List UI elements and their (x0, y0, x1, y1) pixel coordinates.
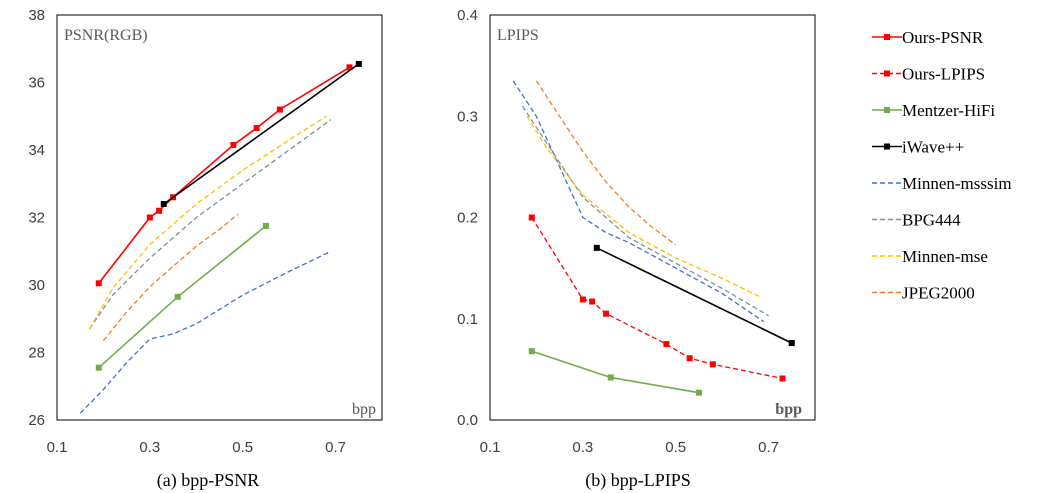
legend-swatch-marker (884, 34, 890, 40)
psnr-x-tick-label: 0.7 (325, 439, 346, 456)
legend-item-minnen-msssim: Minnen-msssim (872, 174, 1012, 193)
legend-swatch-marker (884, 70, 890, 77)
psnr-series-ours-psnr-point (146, 214, 153, 221)
psnr-x-tick-label: 0.5 (232, 439, 253, 456)
psnr-series-group (79, 60, 362, 414)
legend-label: Ours-LPIPS (902, 65, 985, 84)
psnr-series-ours-psnr-point (95, 280, 102, 287)
lpips-series-group (512, 80, 795, 396)
psnr-panel-label: PSNR(RGB) (64, 27, 148, 44)
lpips-plot-frame (489, 14, 816, 421)
psnr-series-ours-psnr-point (276, 106, 283, 113)
legend-label: iWave++ (902, 138, 964, 157)
psnr-y-tick-label: 34 (28, 142, 45, 159)
lpips-series-mentzer-hifi-point (528, 348, 535, 355)
legend-label: Mentzer-HiFi (902, 101, 995, 120)
lpips-x-tick-label: 0.5 (665, 439, 686, 456)
lpips-series-ours-lpips-point (663, 341, 670, 348)
psnr-series-iwave-point (355, 60, 362, 67)
legend-item-jpeg2000: JPEG2000 (872, 284, 975, 303)
psnr-caption: (a) bpp-PSNR (157, 470, 260, 491)
lpips-y-tick-label: 0.0 (457, 412, 478, 429)
legend-item-mentzer-hifi: Mentzer-HiFi (872, 101, 995, 120)
lpips-series-mentzer-hifi-point (607, 374, 614, 381)
psnr-series-iwave-line (163, 63, 360, 205)
legend-item-iwave: iWave++ (872, 138, 964, 157)
lpips-series-ours-lpips-point (528, 214, 535, 221)
psnr-series-iwave-point (160, 201, 167, 207)
lpips-series-ours-lpips-point (686, 355, 693, 362)
lpips-series-mentzer-hifi-point (695, 389, 702, 396)
psnr-series-ours-psnr-point (156, 207, 163, 214)
lpips-series-ours-lpips-point (709, 361, 716, 368)
lpips-series-ours-lpips-line (531, 217, 783, 380)
psnr-series-ours-psnr-point (253, 125, 260, 132)
psnr-x-axis-label: bpp (352, 401, 376, 418)
psnr-series-ours-psnr-point (230, 141, 237, 148)
lpips-y-tick-label: 0.2 (457, 210, 478, 227)
psnr-plot-frame (56, 14, 383, 421)
lpips-series-ours-lpips-point (579, 296, 586, 303)
lpips-y-ticks: 0.0 0.1 0.2 0.3 0.4 (457, 7, 478, 429)
lpips-series-ours-lpips-point (603, 310, 610, 317)
psnr-series-ours-psnr-line (98, 66, 350, 284)
psnr-series-jpeg2000-line (102, 213, 239, 342)
psnr-y-tick-label: 30 (28, 277, 45, 294)
lpips-series-mentzer-hifi-line (531, 350, 700, 394)
psnr-series-ours-psnr-point (346, 64, 353, 71)
lpips-y-tick-label: 0.3 (457, 108, 478, 125)
lpips-series-bpg444-line (521, 105, 769, 317)
lpips-series-iwave-point (788, 340, 795, 347)
psnr-series-mentzer-hifi-point (262, 222, 269, 229)
lpips-x-tick-label: 0.7 (758, 439, 779, 456)
legend-label: Minnen-mse (902, 247, 988, 266)
psnr-y-tick-label: 36 (28, 75, 45, 92)
lpips-series-minnen-mse-line (526, 115, 760, 298)
psnr-series-mentzer-hifi-point (174, 293, 181, 300)
psnr-x-tick-label: 0.1 (47, 439, 68, 456)
lpips-caption: (b) bpp-LPIPS (585, 470, 691, 491)
lpips-series-minnen-msssim-line (512, 80, 765, 323)
lpips-x-tick-label: 0.1 (480, 439, 501, 456)
lpips-x-axis-label: bpp (775, 401, 802, 418)
legend-item-ours-psnr: Ours-PSNR (872, 28, 984, 47)
psnr-y-ticks: 26 28 30 32 34 36 38 (28, 7, 45, 429)
psnr-y-tick-label: 28 (28, 345, 45, 362)
psnr-y-tick-label: 38 (28, 7, 45, 24)
legend-item-bpg444: BPG444 (872, 211, 961, 230)
lpips-y-tick-label: 0.1 (457, 311, 478, 328)
psnr-x-tick-label: 0.3 (139, 439, 160, 456)
lpips-chart: 0.00.10.20.30.4 0.1 0.3 0.5 0.7 LPIPS bpp (… (457, 7, 816, 491)
lpips-y-tick-label: 0.4 (457, 7, 478, 24)
lpips-series-ours-lpips-point (779, 375, 786, 382)
legend: Ours-PSNR Ours-LPIPS Mentzer-HiFi iWave++ Mi… (872, 28, 1012, 303)
lpips-panel-label: LPIPS (497, 27, 539, 44)
lpips-series-ours-lpips-point (589, 298, 596, 305)
legend-swatch-marker (884, 107, 890, 113)
psnr-series-bpg444-line (88, 119, 332, 330)
legend-swatch-marker (884, 143, 890, 150)
psnr-y-tick-label: 32 (28, 210, 45, 227)
lpips-series-iwave-line (596, 247, 793, 344)
legend-label: Ours-PSNR (902, 28, 984, 47)
lpips-series-jpeg2000-line (535, 80, 677, 246)
legend-item-minnen-mse: Minnen-mse (872, 247, 988, 266)
lpips-x-ticks: 0.1 0.3 0.5 0.7 (480, 439, 779, 456)
lpips-series-iwave-point (593, 244, 600, 251)
psnr-x-ticks: 0.1 0.3 0.5 0.7 (47, 439, 346, 456)
psnr-series-minnen-msssim-line (79, 250, 332, 414)
psnr-y-tick-label: 26 (28, 412, 45, 429)
legend-label: BPG444 (902, 211, 961, 230)
psnr-chart: 26 28 30 32 34 36 38 0.1 0.3 0.5 0.7 PSNR(RGB) bp… (28, 7, 383, 491)
legend-item-ours-lpips: Ours-LPIPS (872, 65, 985, 84)
legend-label: Minnen-msssim (902, 174, 1012, 193)
lpips-x-tick-label: 0.3 (572, 439, 593, 456)
psnr-series-mentzer-hifi-point (95, 364, 102, 371)
legend-label: JPEG2000 (902, 284, 975, 303)
